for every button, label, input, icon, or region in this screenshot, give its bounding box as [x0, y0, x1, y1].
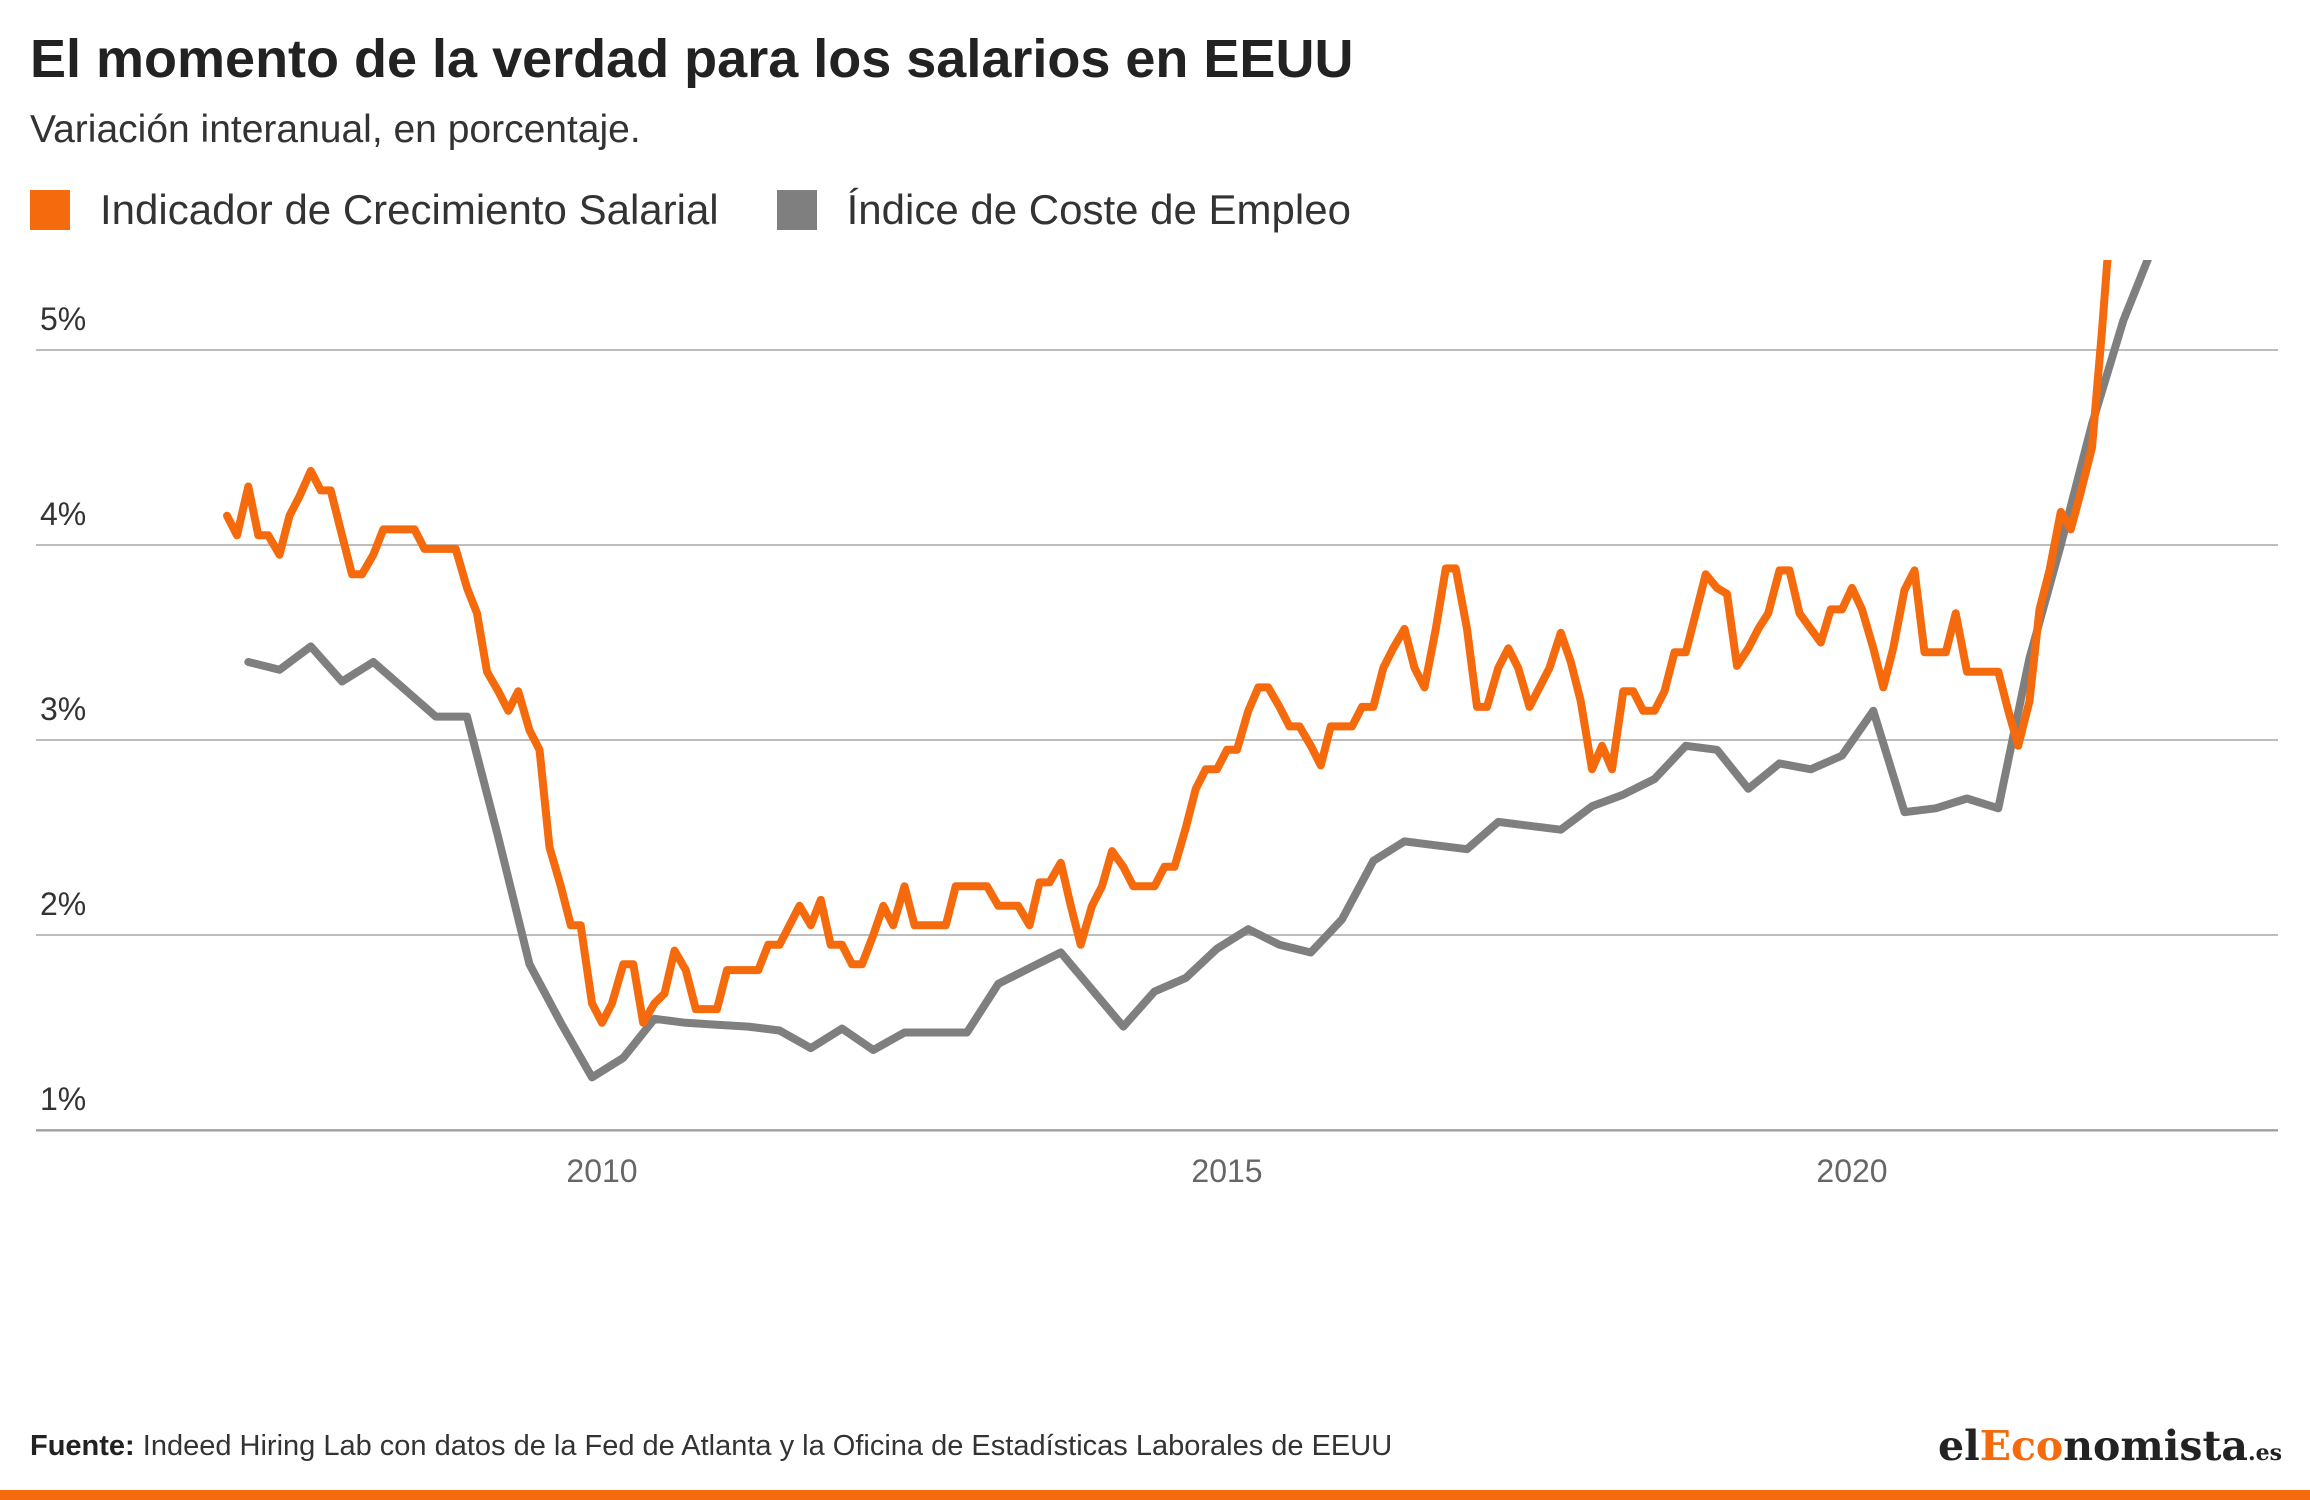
- legend-swatch-gray: [776, 190, 817, 230]
- x-tick-label: 2015: [1191, 1153, 1262, 1189]
- source-label: Fuente:: [30, 1430, 135, 1462]
- y-tick-label: 5%: [40, 301, 86, 337]
- series-line-salary-growth: [223, 260, 2112, 1027]
- logo-rest: nomista: [2063, 1422, 2248, 1470]
- legend-swatch-orange: [30, 190, 70, 230]
- logo-prefix: el: [1938, 1422, 1980, 1470]
- brand-logo: elEconomista.es: [1938, 1422, 2282, 1470]
- y-tick-label: 4%: [40, 496, 86, 532]
- x-tick-label: 2010: [566, 1153, 637, 1189]
- chart-legend: Indicador de Crecimiento Salarial Índice…: [30, 186, 1409, 234]
- x-tick-label: 2020: [1816, 1153, 1887, 1189]
- bottom-accent-bar: [0, 1490, 2310, 1500]
- legend-item-employment-cost: Índice de Coste de Empleo: [776, 186, 1351, 234]
- series-line-employment-cost: [244, 260, 2152, 1082]
- logo-tld: .es: [2247, 1440, 2282, 1466]
- source-note: Fuente: Indeed Hiring Lab con datos de l…: [30, 1430, 1392, 1463]
- legend-label-employment-cost: Índice de Coste de Empleo: [846, 186, 1351, 233]
- y-tick-label: 1%: [40, 1081, 86, 1117]
- legend-label-salary-growth: Indicador de Crecimiento Salarial: [100, 186, 719, 233]
- chart-title: El momento de la verdad para los salario…: [30, 29, 1354, 89]
- chart-subtitle: Variación interanual, en porcentaje.: [30, 108, 641, 151]
- y-tick-label: 2%: [40, 886, 86, 922]
- source-text: Indeed Hiring Lab con datos de la Fed de…: [134, 1430, 1393, 1462]
- legend-item-salary-growth: Indicador de Crecimiento Salarial: [30, 186, 719, 234]
- y-tick-label: 3%: [40, 691, 86, 727]
- logo-accent: Eco: [1979, 1422, 2064, 1470]
